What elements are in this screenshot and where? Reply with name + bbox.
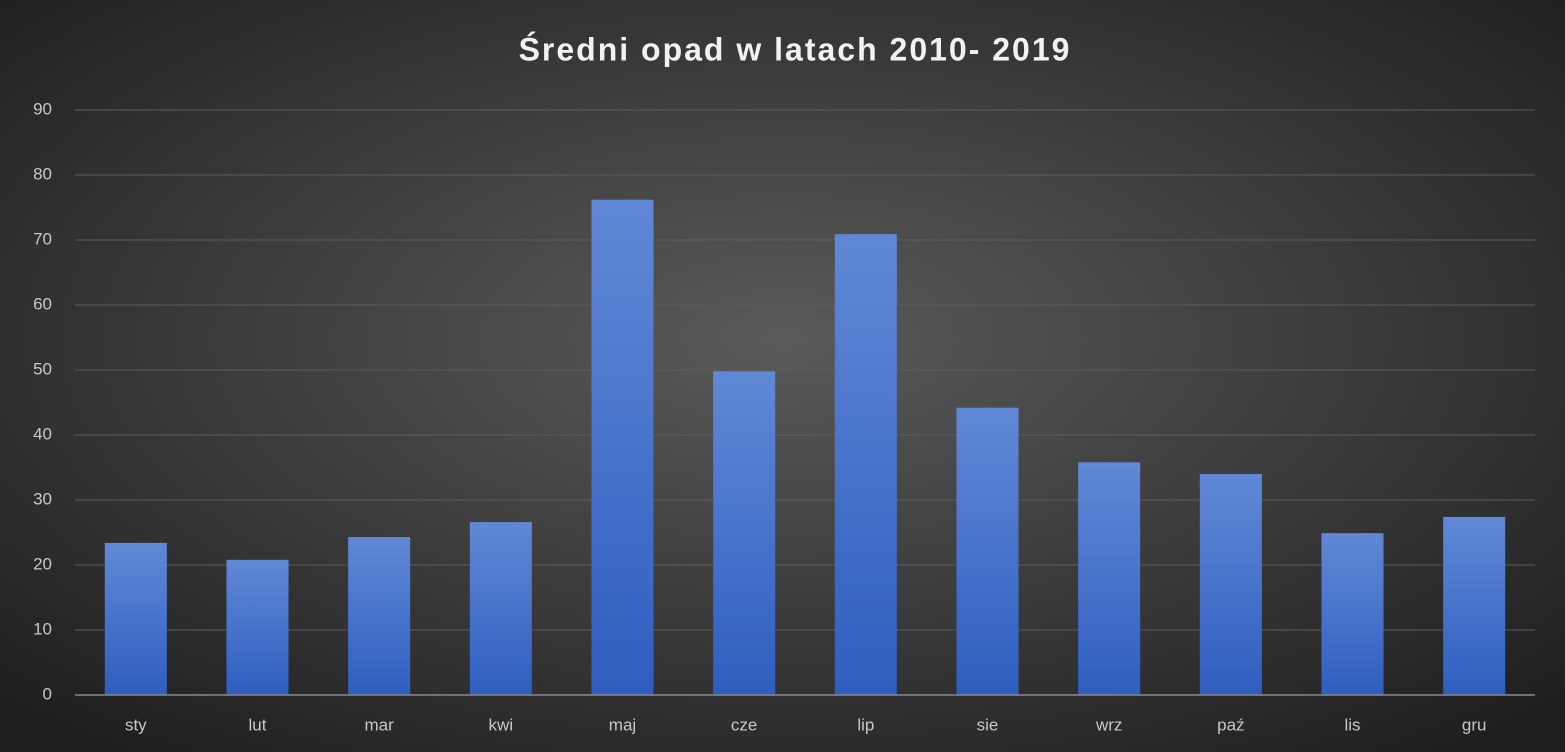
y-tick-label: 10 bbox=[33, 619, 52, 638]
bar bbox=[1443, 516, 1506, 695]
x-tick-label: paź bbox=[1217, 715, 1244, 734]
bar bbox=[348, 537, 411, 695]
x-tick-label: sie bbox=[977, 715, 999, 734]
y-tick-label: 70 bbox=[33, 229, 52, 248]
y-tick-label: 0 bbox=[43, 684, 52, 703]
x-tick-label: cze bbox=[731, 715, 757, 734]
y-tick-label: 40 bbox=[33, 424, 52, 443]
x-tick-label: kwi bbox=[489, 715, 514, 734]
x-tick-label: lis bbox=[1344, 715, 1360, 734]
x-tick-label: maj bbox=[609, 715, 636, 734]
x-tick-label: sty bbox=[125, 715, 147, 734]
x-tick-label: mar bbox=[365, 715, 395, 734]
bar bbox=[1321, 533, 1384, 695]
bar bbox=[1078, 462, 1141, 695]
bar bbox=[591, 199, 654, 695]
y-tick-label: 60 bbox=[33, 294, 52, 313]
bar bbox=[834, 234, 897, 695]
bar bbox=[469, 522, 532, 695]
y-tick-label: 80 bbox=[33, 164, 52, 183]
bar bbox=[226, 559, 289, 695]
x-tick-label: lut bbox=[249, 715, 267, 734]
bar bbox=[713, 371, 776, 695]
bar bbox=[104, 542, 167, 695]
x-tick-label: gru bbox=[1462, 715, 1487, 734]
y-tick-label: 30 bbox=[33, 489, 52, 508]
y-tick-label: 50 bbox=[33, 359, 52, 378]
y-tick-label: 20 bbox=[33, 554, 52, 573]
y-tick-label: 90 bbox=[33, 99, 52, 118]
bar bbox=[1199, 474, 1262, 695]
chart-title: Średni opad w latach 2010- 2019 bbox=[519, 31, 1072, 67]
x-tick-label: lip bbox=[857, 715, 874, 734]
bar bbox=[956, 407, 1019, 695]
x-tick-label: wrz bbox=[1095, 715, 1122, 734]
